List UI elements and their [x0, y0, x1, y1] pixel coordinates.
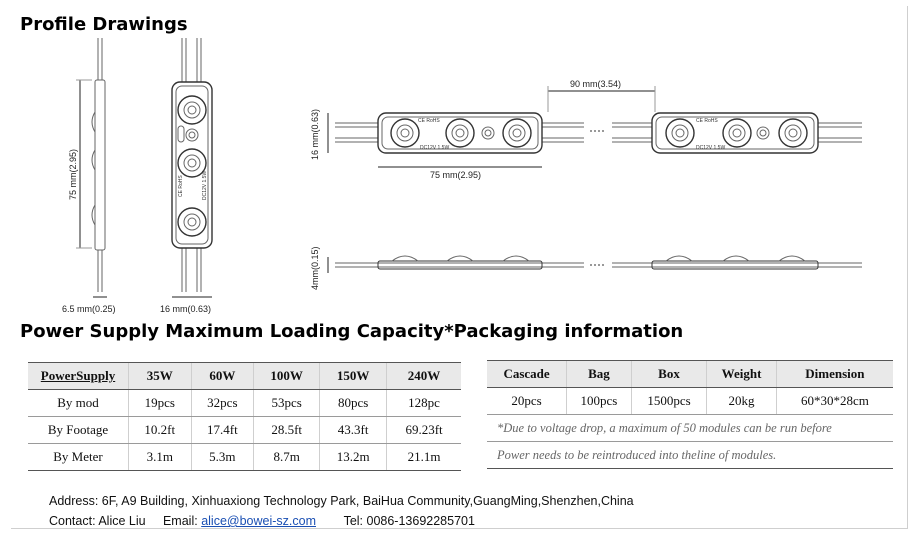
table-cell: 60*30*28cm: [775, 387, 893, 415]
dim-thickness-4: 4mm(0.15): [310, 246, 320, 290]
side-profile-vertical: [91, 38, 106, 292]
header-cell: 35W: [128, 362, 192, 390]
table-row: *Due to voltage drop, a maximum of 50 mo…: [487, 414, 893, 442]
header-cell: Weight: [706, 360, 777, 388]
dim-side-16: 16 mm(0.63): [310, 109, 320, 160]
voltage-mark: DC12V 1.5W: [420, 145, 449, 151]
dim-pitch-90: 90 mm(3.54): [570, 79, 621, 89]
table-cell: 128pc: [386, 389, 461, 417]
table-cell: 53pcs: [253, 389, 320, 417]
ce-rohs-mark-3: CE RoHS: [178, 175, 184, 197]
table-cell: 17.4ft: [190, 416, 254, 444]
table-cell: 20kg: [706, 387, 777, 415]
voltage-mark-2: DC12V 1.5W: [696, 145, 725, 151]
row-header: By mod: [28, 389, 129, 417]
page-frame: [11, 6, 908, 529]
dim-thickness-6-5: 6.5 mm(0.25): [62, 304, 116, 314]
table-row: By mod 19pcs 32pcs 53pcs 80pcs 128pc: [28, 389, 461, 417]
contact-name: Contact: Alice Liu: [49, 514, 146, 528]
row-header: By Meter: [28, 443, 129, 471]
row-header: By Footage: [28, 416, 129, 444]
profile-drawings-title: Profile Drawings: [20, 14, 188, 35]
table-cell: 69.23ft: [386, 416, 461, 444]
header-cell: Cascade: [487, 360, 567, 388]
table-row: 20pcs 100pcs 1500pcs 20kg 60*30*28cm: [487, 387, 893, 415]
power-supply-table: PowerSupply 35W 60W 100W 150W 240W By mo…: [28, 362, 461, 471]
header-cell: PowerSupply: [28, 362, 129, 390]
table-row: By Meter 3.1m 5.3m 8.7m 13.2m 21.1m: [28, 443, 461, 471]
table-cell: 5.3m: [190, 443, 254, 471]
table-cell: 80pcs: [319, 389, 387, 417]
address-line: Address: 6F, A9 Building, Xinhuaxiong Te…: [49, 494, 634, 508]
table-cell: 3.1m: [128, 443, 192, 471]
header-cell: Bag: [566, 360, 632, 388]
table-row: Power needs to be reintroduced into thel…: [487, 441, 893, 469]
table-cell: 28.5ft: [253, 416, 320, 444]
table-cell: 43.3ft: [319, 416, 387, 444]
header-cell: 60W: [190, 362, 254, 390]
dim-height-75: 75 mm(2.95): [68, 149, 78, 200]
header-cell: 150W: [319, 362, 387, 390]
dim-width-16: 16 mm(0.63): [160, 304, 211, 314]
table-header-row: PowerSupply 35W 60W 100W 150W 240W: [28, 362, 461, 390]
table-cell: 8.7m: [253, 443, 320, 471]
top-view-modules: [335, 112, 862, 154]
table-cell: 13.2m: [319, 443, 387, 471]
email-link[interactable]: alice@bowei-sz.com: [201, 514, 316, 528]
table-cell: 10.2ft: [128, 416, 192, 444]
header-cell: 240W: [386, 362, 461, 390]
ce-rohs-mark: CE RoHS: [418, 118, 440, 124]
profile-drawings: 75 mm(2.95) 6.5 mm(0.25) 16 mm(0.63) 90 …: [62, 38, 862, 314]
packaging-table: Cascade Bag Box Weight Dimension 20pcs 1…: [487, 360, 893, 469]
table-cell: 32pcs: [190, 389, 254, 417]
note-power-reintroduce: Power needs to be reintroduced into thel…: [487, 441, 893, 469]
table-row: By Footage 10.2ft 17.4ft 28.5ft 43.3ft 6…: [28, 416, 461, 444]
table-cell: 20pcs: [487, 387, 567, 415]
note-voltage-drop: *Due to voltage drop, a maximum of 50 mo…: [487, 414, 893, 442]
table-cell: 100pcs: [566, 387, 632, 415]
section-title-power-packaging: Power Supply Maximum Loading Capacity*Pa…: [20, 321, 684, 342]
dim-length-75: 75 mm(2.95): [430, 170, 481, 180]
contact-line: Contact: Alice Liu Email: alice@bowei-sz…: [49, 514, 475, 528]
table-cell: 21.1m: [386, 443, 461, 471]
table-cell: 1500pcs: [630, 387, 707, 415]
table-cell: 19pcs: [128, 389, 192, 417]
header-cell: 100W: [253, 362, 320, 390]
telephone: Tel: 0086-13692285701: [343, 514, 475, 528]
ce-rohs-mark-2: CE RoHS: [696, 118, 718, 124]
header-cell: Dimension: [775, 360, 893, 388]
table-header-row: Cascade Bag Box Weight Dimension: [487, 360, 893, 388]
front-module-vertical: [171, 38, 213, 292]
voltage-mark-3: DC12V 1.5W: [202, 171, 208, 200]
side-view-modules: [335, 255, 862, 270]
header-cell: Box: [630, 360, 707, 388]
email-label: Email:: [162, 514, 198, 528]
